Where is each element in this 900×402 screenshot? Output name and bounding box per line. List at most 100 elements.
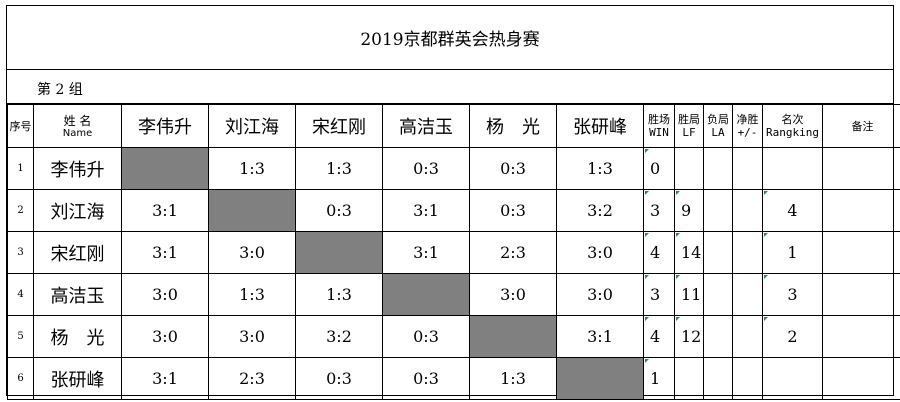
win-count-cell: 3 <box>643 189 675 232</box>
header-net-en: +/- <box>737 126 758 139</box>
group-label: 第 2 组 <box>37 82 83 98</box>
header-player-4: 高洁玉 <box>382 104 470 148</box>
header-player-5: 杨 光 <box>469 104 557 148</box>
header-lf-cn: 胜局 <box>678 113 700 126</box>
header-lf-en: LF <box>682 126 696 139</box>
net-cell <box>732 315 763 358</box>
header-seq: 序号 <box>7 104 34 148</box>
row-index: 3 <box>7 231 34 274</box>
header-net-cn: 净胜 <box>736 113 759 126</box>
group-row: 第 2 组 <box>7 70 893 104</box>
header-rank: 名次 Rangking <box>762 104 823 148</box>
match-score-cell: 0:3 <box>382 147 470 190</box>
net-cell <box>732 231 763 274</box>
match-score-cell: 1:3 <box>295 273 383 316</box>
match-score-cell: 3:0 <box>121 315 209 358</box>
note-cell <box>822 189 900 232</box>
match-score-cell: 1:3 <box>469 357 557 400</box>
self-match-cell <box>295 231 383 274</box>
header-la: 负局 LA <box>703 104 733 148</box>
rank-cell: 2 <box>762 315 823 358</box>
header-win: 胜场 WIN <box>643 104 675 148</box>
match-score-cell: 0:3 <box>295 357 383 400</box>
header-win-en: WIN <box>649 126 669 139</box>
match-score-cell: 0:3 <box>469 147 557 190</box>
match-score-cell: 0:3 <box>382 357 470 400</box>
net-cell <box>732 189 763 232</box>
header-note: 备注 <box>822 104 900 148</box>
match-score-cell: 3:0 <box>469 273 557 316</box>
table-row: 1 李伟升 1:3 1:3 0:3 0:3 1:3 0 <box>7 147 900 190</box>
games-lost-cell <box>703 231 733 274</box>
win-count-cell: 3 <box>643 273 675 316</box>
note-cell <box>822 231 900 274</box>
match-score-cell: 3:1 <box>556 315 644 358</box>
header-player-2: 刘江海 <box>208 104 296 148</box>
header-rank-en: Rangking <box>766 126 819 139</box>
rank-cell: 1 <box>762 231 823 274</box>
net-cell <box>732 357 763 400</box>
match-score-cell: 3:0 <box>121 273 209 316</box>
sheet-title: 2019京都群英会热身赛 <box>7 6 893 70</box>
match-score-cell: 3:0 <box>208 315 296 358</box>
header-net: 净胜 +/- <box>732 104 763 148</box>
games-won-cell: 14 <box>674 231 704 274</box>
match-score-cell: 2:3 <box>208 357 296 400</box>
row-player-name: 高洁玉 <box>33 273 122 316</box>
header-row: 序号 姓 名 Name 李伟升 刘江海 宋红刚 高洁玉 杨 光 张研峰 胜场 W… <box>7 104 900 148</box>
header-name-cn: 姓 名 <box>63 113 92 128</box>
row-player-name: 宋红刚 <box>33 231 122 274</box>
row-player-name: 张研峰 <box>33 357 122 400</box>
match-score-cell: 2:3 <box>469 231 557 274</box>
match-score-cell: 3:2 <box>556 189 644 232</box>
row-player-name: 杨 光 <box>33 315 122 358</box>
match-score-cell: 0:3 <box>295 189 383 232</box>
match-score-cell: 3:2 <box>295 315 383 358</box>
match-score-cell: 1:3 <box>208 147 296 190</box>
header-lf: 胜局 LF <box>674 104 704 148</box>
match-score-cell: 3:1 <box>382 189 470 232</box>
self-match-cell <box>382 273 470 316</box>
note-cell <box>822 273 900 316</box>
note-cell <box>822 147 900 190</box>
games-lost-cell <box>703 273 733 316</box>
header-win-cn: 胜场 <box>648 113 670 126</box>
games-won-cell: 9 <box>674 189 704 232</box>
header-name: 姓 名 Name <box>33 104 122 148</box>
win-count-cell: 1 <box>643 357 675 400</box>
match-score-cell: 1:3 <box>208 273 296 316</box>
round-robin-table: 序号 姓 名 Name 李伟升 刘江海 宋红刚 高洁玉 杨 光 张研峰 胜场 W… <box>7 104 900 400</box>
rank-cell <box>762 147 823 190</box>
match-score-cell: 3:0 <box>208 231 296 274</box>
rank-cell <box>762 357 823 400</box>
match-score-cell: 1:3 <box>295 147 383 190</box>
self-match-cell <box>556 357 644 400</box>
header-rank-cn: 名次 <box>781 113 804 126</box>
self-match-cell <box>208 189 296 232</box>
row-player-name: 李伟升 <box>33 147 122 190</box>
row-index: 2 <box>7 189 34 232</box>
header-name-en: Name <box>62 127 93 139</box>
note-cell <box>822 357 900 400</box>
games-won-cell <box>674 357 704 400</box>
header-player-6: 张研峰 <box>556 104 644 148</box>
row-index: 6 <box>7 357 34 400</box>
row-player-name: 刘江海 <box>33 189 122 232</box>
match-score-cell: 3:1 <box>382 231 470 274</box>
rank-cell: 4 <box>762 189 823 232</box>
games-won-cell: 11 <box>674 273 704 316</box>
row-index: 4 <box>7 273 34 316</box>
net-cell <box>732 273 763 316</box>
match-score-cell: 3:1 <box>121 189 209 232</box>
games-lost-cell <box>703 147 733 190</box>
header-player-1: 李伟升 <box>121 104 209 148</box>
self-match-cell <box>121 147 209 190</box>
table-row: 4 高洁玉 3:0 1:3 1:3 3:0 3:0 3 11 3 <box>7 273 900 316</box>
match-score-cell: 3:0 <box>556 273 644 316</box>
win-count-cell: 4 <box>643 231 675 274</box>
table-row: 3 宋红刚 3:1 3:0 3:1 2:3 3:0 4 14 1 <box>7 231 900 274</box>
header-player-3: 宋红刚 <box>295 104 383 148</box>
match-score-cell: 1:3 <box>556 147 644 190</box>
header-la-cn: 负局 <box>707 113 729 126</box>
